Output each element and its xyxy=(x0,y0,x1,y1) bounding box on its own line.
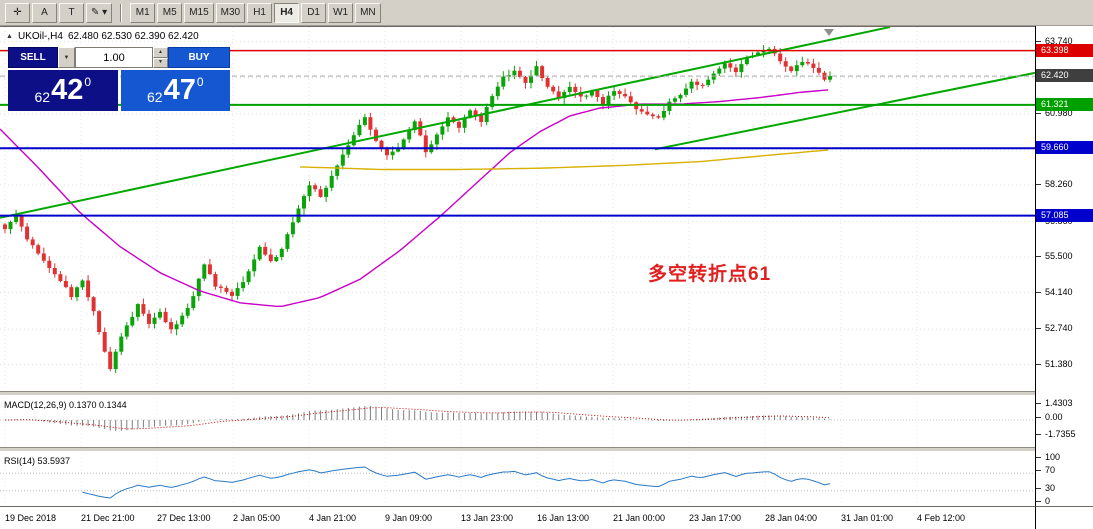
timeframe-h1-button[interactable]: H1 xyxy=(247,2,273,23)
scale-corner xyxy=(1035,506,1093,529)
chart-annotation: 多空转折点61 xyxy=(648,264,772,285)
rsi-indicator-label: RSI(14) 53.5937 xyxy=(4,456,71,466)
timeframe-m1-button[interactable]: M1 xyxy=(130,2,156,23)
price-scale-label: 60.980 xyxy=(1036,107,1073,118)
timeframe-w1-button[interactable]: W1 xyxy=(328,2,354,23)
price-tag: 61.321 xyxy=(1036,97,1093,111)
time-axis-label: 31 Jan 01:00 xyxy=(841,513,894,523)
price-scale-label: 63.740 xyxy=(1036,35,1073,46)
drawing-tool-button[interactable]: ✎ ▾ xyxy=(86,2,113,23)
trade-panel-toggle-icon[interactable]: ▲ xyxy=(6,33,13,40)
rsi-scale-label: 70 xyxy=(1035,465,1056,476)
macd-indicator-label: MACD(12,26,9) 0.1370 0.1344 xyxy=(4,400,127,410)
time-axis-label: 27 Dec 13:00 xyxy=(157,513,211,523)
timeframe-h4-button[interactable]: H4 xyxy=(274,2,300,23)
sell-price-big: 42 xyxy=(51,74,84,106)
price-scale-label: 52.740 xyxy=(1036,323,1073,334)
volume-decrease-button[interactable]: ▼ xyxy=(153,57,168,68)
rsi-scale[interactable]: 100 70 30 0 xyxy=(1035,448,1093,506)
price-scale-label: 58.260 xyxy=(1036,178,1073,189)
chart-window[interactable]: ▲ UKOil-,H4 62.480 62.530 62.390 62.420 … xyxy=(0,26,1035,393)
toolbar-separator xyxy=(120,3,123,22)
timeframe-m5-button[interactable]: M5 xyxy=(157,2,183,23)
toolbar: ✛ A T ✎ ▾ M1 M5 M15 M30 H1 H4 D1 W1 MN xyxy=(0,0,1093,26)
rsi-line-chart xyxy=(0,454,1035,509)
sell-price-small: 62 xyxy=(34,89,51,105)
buy-button[interactable]: BUY xyxy=(168,47,230,68)
timeframe-mn-button[interactable]: MN xyxy=(355,2,381,23)
time-axis-label: 4 Feb 12:00 xyxy=(917,513,966,523)
price-tag: 63.398 xyxy=(1036,43,1093,57)
time-axis-label: 21 Jan 00:00 xyxy=(613,513,666,523)
time-axis-label: 28 Jan 04:00 xyxy=(765,513,818,523)
macd-scale-label: 1.4303 xyxy=(1036,398,1073,409)
candlestick-chart[interactable] xyxy=(0,27,1035,393)
ohlc-values: 62.480 62.530 62.390 62.420 xyxy=(67,31,199,42)
time-axis[interactable]: 19 Dec 2018 21 Dec 21:00 27 Dec 13:00 2 Jan… xyxy=(0,506,1035,529)
symbol-ohlc-header: ▲ UKOil-,H4 62.480 62.530 62.390 62.420 xyxy=(6,31,199,42)
time-axis-label: 2 Jan 05:00 xyxy=(233,513,281,523)
buy-price-small: 62 xyxy=(146,89,163,105)
time-axis-label: 13 Jan 23:00 xyxy=(461,513,514,523)
chart-shift-icon[interactable] xyxy=(824,29,834,36)
macd-scale-label: -1.7355 xyxy=(1036,428,1076,439)
price-scale-label: 54.140 xyxy=(1036,286,1073,297)
rsi-scale-label: 30 xyxy=(1035,482,1056,493)
rsi-scale-label: 0 xyxy=(1035,496,1051,506)
time-axis-label: 16 Jan 13:00 xyxy=(537,513,590,523)
symbol-name: UKOil-,H4 xyxy=(17,31,63,42)
price-scale-label: 51.380 xyxy=(1036,358,1073,369)
text-tool-button[interactable]: A xyxy=(32,2,57,23)
timeframes-group: M1 M5 M15 M30 H1 H4 D1 W1 MN xyxy=(130,2,381,23)
price-tag: 59.660 xyxy=(1036,141,1093,155)
time-axis-label: 4 Jan 21:00 xyxy=(309,513,357,523)
time-axis-label: 19 Dec 2018 xyxy=(5,513,57,523)
rsi-panel[interactable]: RSI(14) 53.5937 xyxy=(0,448,1035,509)
buy-price-sup: 0 xyxy=(196,75,204,89)
volume-stepper: ▲ ▼ xyxy=(153,47,168,68)
crosshair-tool-button[interactable]: ✛ xyxy=(5,2,30,23)
price-scale[interactable]: 63.74060.98058.26056.86055.50054.14052.7… xyxy=(1035,26,1093,392)
volume-dropdown-icon[interactable]: ▼ xyxy=(58,47,75,68)
timeframe-d1-button[interactable]: D1 xyxy=(301,2,327,23)
macd-scale[interactable]: 1.4303 0.00 -1.7355 xyxy=(1035,392,1093,448)
volume-input[interactable] xyxy=(75,47,153,68)
sell-button[interactable]: SELL xyxy=(8,47,58,68)
macd-scale-label: 0.00 xyxy=(1036,412,1063,422)
price-scale-label: 55.500 xyxy=(1036,251,1073,262)
macd-histogram xyxy=(0,398,1035,451)
volume-increase-button[interactable]: ▲ xyxy=(153,47,168,58)
buy-price-display[interactable]: 62 47 0 xyxy=(120,70,230,111)
sell-price-display[interactable]: 62 42 0 xyxy=(8,70,118,111)
trade-panel-quotes: 62 42 0 62 47 0 xyxy=(8,70,230,111)
time-axis-label: 21 Dec 21:00 xyxy=(81,513,135,523)
price-tag: 62.420 xyxy=(1036,69,1093,83)
tools-group: ✛ A T ✎ ▾ xyxy=(5,2,113,23)
time-axis-label: 9 Jan 09:00 xyxy=(385,513,433,523)
timeframe-m15-button[interactable]: M15 xyxy=(184,2,214,23)
sell-price-sup: 0 xyxy=(84,75,92,89)
time-axis-label: 23 Jan 17:00 xyxy=(689,513,742,523)
timeframe-m30-button[interactable]: M30 xyxy=(215,2,246,23)
trade-panel-controls: SELL ▼ ▲ ▼ BUY xyxy=(8,47,230,68)
rsi-scale-label: 100 xyxy=(1035,452,1061,462)
price-tag: 57.085 xyxy=(1036,208,1093,222)
macd-panel[interactable]: MACD(12,26,9) 0.1370 0.1344 xyxy=(0,392,1035,451)
text-label-tool-button[interactable]: T xyxy=(59,2,84,23)
buy-price-big: 47 xyxy=(163,74,196,106)
